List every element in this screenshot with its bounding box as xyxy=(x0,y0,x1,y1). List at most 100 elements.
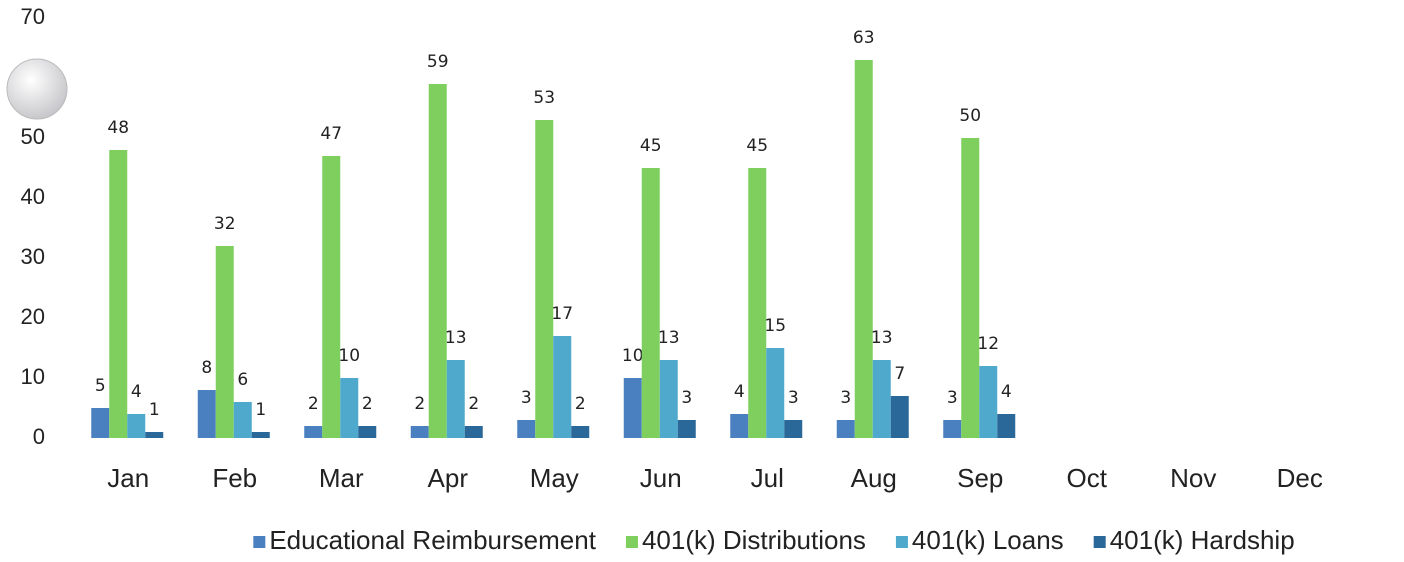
legend-label: 401(k) Distributions xyxy=(642,525,866,555)
x-tick-label: Nov xyxy=(1170,463,1216,493)
bar xyxy=(127,414,146,438)
bar xyxy=(766,348,785,438)
bar xyxy=(91,408,110,438)
x-tick-label: Feb xyxy=(212,463,257,493)
legend-swatch xyxy=(625,536,638,548)
x-tick-label: Jul xyxy=(751,463,784,493)
data-label: 3 xyxy=(840,388,851,408)
bar xyxy=(784,420,803,438)
data-label: 3 xyxy=(681,388,692,408)
bar xyxy=(446,360,465,438)
x-tick-label: Aug xyxy=(851,463,897,493)
legend-label: 401(k) Loans xyxy=(912,525,1064,555)
bar xyxy=(641,168,660,438)
bar xyxy=(410,426,429,438)
bar xyxy=(145,432,164,438)
bar xyxy=(464,426,483,438)
data-label: 12 xyxy=(977,334,999,354)
data-label: 13 xyxy=(871,328,893,348)
bar xyxy=(943,420,962,438)
legend-label: Educational Reimbursement xyxy=(269,525,596,555)
bar xyxy=(251,432,270,438)
legend-swatch xyxy=(895,536,908,548)
y-tick-label: 70 xyxy=(21,4,45,29)
data-label: 10 xyxy=(338,346,360,366)
data-label: 4 xyxy=(131,382,142,402)
data-label: 32 xyxy=(214,214,236,234)
data-label: 17 xyxy=(551,304,573,324)
bar xyxy=(836,420,855,438)
y-tick-label: 10 xyxy=(21,364,45,389)
data-label: 1 xyxy=(149,400,160,420)
bar xyxy=(623,378,642,438)
data-label: 45 xyxy=(640,136,662,156)
bar xyxy=(197,390,216,438)
x-tick-label: Jun xyxy=(640,463,682,493)
bar xyxy=(659,360,678,438)
bar xyxy=(322,156,341,438)
bar xyxy=(109,150,128,438)
y-tick-label: 40 xyxy=(21,184,45,209)
bar xyxy=(535,120,554,438)
y-tick-label: 30 xyxy=(21,244,45,269)
data-label: 2 xyxy=(575,394,586,414)
bar xyxy=(358,426,377,438)
data-label: 1 xyxy=(255,400,266,420)
x-tick-label: May xyxy=(530,463,579,493)
data-label: 13 xyxy=(658,328,680,348)
data-label: 8 xyxy=(201,358,212,378)
data-label: 63 xyxy=(853,28,875,48)
y-tick-label: 50 xyxy=(21,124,45,149)
bar xyxy=(890,396,909,438)
data-label: 7 xyxy=(894,364,905,384)
bar xyxy=(854,60,873,438)
legend-swatch xyxy=(1093,536,1106,548)
x-tick-label: Dec xyxy=(1277,463,1323,493)
data-label: 5 xyxy=(95,376,106,396)
bar xyxy=(553,336,572,438)
bar xyxy=(677,420,696,438)
data-label: 3 xyxy=(788,388,799,408)
data-label: 53 xyxy=(533,88,555,108)
legend-swatch xyxy=(253,536,266,548)
x-tick-label: Sep xyxy=(957,463,1003,493)
bar xyxy=(571,426,590,438)
data-label: 2 xyxy=(308,394,319,414)
bar xyxy=(748,168,767,438)
data-label: 45 xyxy=(746,136,768,156)
data-label: 4 xyxy=(1001,382,1012,402)
bar xyxy=(304,426,323,438)
data-label: 10 xyxy=(622,346,644,366)
bar xyxy=(517,420,536,438)
bar xyxy=(428,84,447,438)
data-label: 2 xyxy=(362,394,373,414)
bar xyxy=(233,402,252,438)
x-tick-label: Jan xyxy=(107,463,149,493)
data-label: 48 xyxy=(107,118,129,138)
bar xyxy=(979,366,998,438)
data-label: 3 xyxy=(521,388,532,408)
data-label: 13 xyxy=(445,328,467,348)
x-tick-label: Mar xyxy=(319,463,364,493)
bar xyxy=(872,360,891,438)
data-label: 6 xyxy=(237,370,248,390)
data-label: 47 xyxy=(320,124,342,144)
bar xyxy=(730,414,749,438)
data-label: 2 xyxy=(414,394,425,414)
decoration-circle xyxy=(6,58,68,120)
y-tick-label: 0 xyxy=(33,424,45,449)
x-tick-label: Oct xyxy=(1067,463,1108,493)
x-tick-label: Apr xyxy=(428,463,469,493)
data-label: 15 xyxy=(764,316,786,336)
bar xyxy=(961,138,980,438)
bar xyxy=(215,246,234,438)
data-label: 50 xyxy=(959,106,981,126)
data-label: 3 xyxy=(947,388,958,408)
bar xyxy=(340,378,359,438)
legend-label: 401(k) Hardship xyxy=(1110,525,1295,555)
data-label: 2 xyxy=(468,394,479,414)
data-label: 59 xyxy=(427,52,449,72)
data-label: 4 xyxy=(734,382,745,402)
bar xyxy=(997,414,1016,438)
